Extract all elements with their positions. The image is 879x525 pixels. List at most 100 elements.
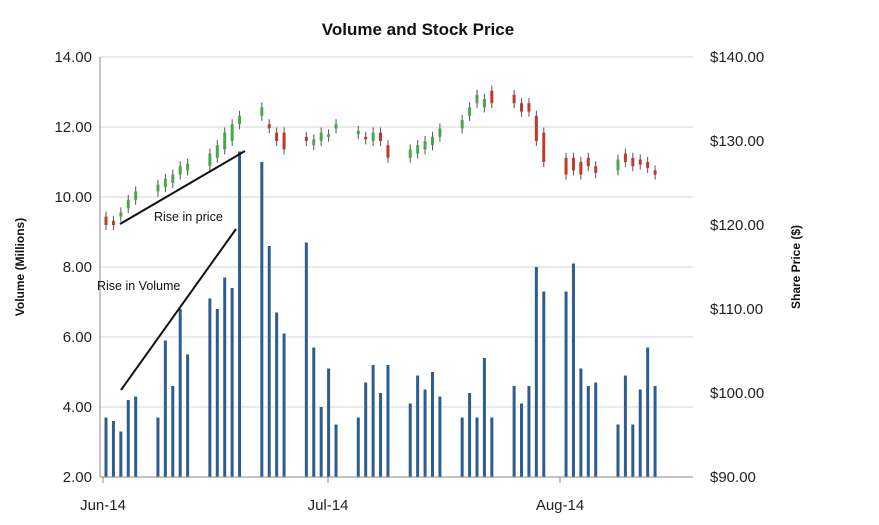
volume-bar (408, 403, 412, 477)
volume-bar (386, 365, 390, 477)
volume-bar (334, 424, 338, 477)
volume-bar (438, 396, 442, 477)
candle-body (186, 163, 190, 171)
volume-bar (163, 340, 167, 477)
volume-bar (327, 368, 331, 477)
candle-body (408, 149, 412, 158)
volume-trend-line (120, 228, 237, 391)
y2-tick-label: $120.00 (710, 217, 764, 234)
candle-body (430, 136, 434, 146)
volume-bar (638, 389, 642, 477)
candle-body (230, 124, 234, 141)
volume-bar (119, 431, 123, 477)
volume-bar (564, 291, 568, 477)
volume-bar (304, 242, 308, 477)
volume-bar (482, 358, 486, 477)
volume-bar (616, 424, 620, 477)
volume-bar (126, 400, 130, 477)
volume-bar (171, 386, 175, 477)
volume-bar (312, 347, 316, 477)
volume-bar (579, 368, 583, 477)
volume-bar (267, 246, 271, 477)
x-tick-label: Jul-14 (308, 497, 349, 514)
volume-bar (282, 333, 286, 477)
volume-bar (460, 417, 464, 477)
candle-body (104, 216, 108, 225)
volume-bar (430, 372, 434, 477)
volume-bar (416, 375, 420, 477)
candle-body (304, 136, 308, 141)
y-axis-title: Volume (Millions) (13, 218, 27, 316)
candle-body (267, 124, 271, 129)
candle-body (527, 103, 531, 112)
y-tick-label: 10.00 (54, 189, 92, 206)
y-tick-label: 8.00 (63, 259, 92, 276)
price-trend-line (119, 150, 246, 225)
candle-body (319, 132, 323, 141)
y2-tick-label: $110.00 (710, 301, 763, 318)
volume-bar (356, 417, 360, 477)
volume-bar (594, 382, 598, 477)
candle-body (631, 157, 635, 167)
candle-body (178, 166, 182, 175)
axes: 2.00 4.00 6.00 8.00 10.00 12.00 14.00 $90.00 $10… (54, 49, 764, 514)
candle-body (163, 178, 167, 188)
candle-body (111, 220, 115, 225)
volume-bar (111, 421, 115, 477)
candle-body (579, 162, 583, 175)
volume-bar (104, 417, 108, 477)
y2-tick-label: $140.00 (710, 49, 764, 66)
volume-bar (512, 386, 516, 477)
annotation-rise-in-price: Rise in price (154, 210, 223, 224)
volume-bar (319, 407, 323, 477)
volume-bar (178, 309, 182, 477)
candle-body (156, 184, 160, 192)
candle-body (571, 157, 575, 171)
volume-bar (542, 291, 546, 477)
volume-bar (623, 375, 627, 477)
volume-bar (571, 263, 575, 477)
volume-bar (260, 162, 264, 477)
candle-body (312, 139, 316, 146)
chart-title: Volume and Stock Price (322, 20, 514, 39)
volume-bar (208, 298, 212, 477)
volume-bar (586, 386, 590, 477)
volume-bar (275, 312, 279, 477)
candle-body (482, 99, 486, 108)
y2-tick-label: $90.00 (710, 469, 756, 486)
volume-bar (534, 267, 538, 477)
candle-body (520, 103, 524, 112)
candle-body (364, 136, 368, 140)
candle-body (223, 132, 227, 150)
volume-bar (230, 288, 234, 477)
y2-tick-label: $130.00 (710, 133, 764, 150)
volume-bar (371, 365, 375, 477)
candle-body (623, 153, 627, 162)
annotation-rise-in-volume: Rise in Volume (97, 279, 180, 293)
candle-body (534, 115, 538, 141)
candle-body (586, 157, 590, 167)
candle-body (238, 115, 242, 125)
candle-body (564, 157, 568, 175)
volume-bar (364, 382, 368, 477)
candle-body (386, 145, 390, 158)
candle-body (260, 107, 264, 116)
candle-body (542, 132, 546, 162)
candle-body (638, 159, 642, 165)
candle-body (208, 153, 212, 167)
gridlines (100, 56, 693, 408)
x-tick-label: Aug-14 (536, 497, 584, 514)
candle-body (416, 145, 420, 154)
candle-body (646, 162, 650, 168)
volume-bar (156, 417, 160, 477)
volume-bar (631, 424, 635, 477)
volume-bar (215, 309, 219, 477)
candle-body (475, 94, 479, 104)
y2-axis-title: Share Price ($) (789, 225, 803, 309)
candle-body (371, 132, 375, 141)
candle-body (119, 212, 123, 217)
y-tick-label: 12.00 (54, 119, 92, 136)
candle-body (594, 166, 598, 173)
candle-body (616, 159, 620, 171)
